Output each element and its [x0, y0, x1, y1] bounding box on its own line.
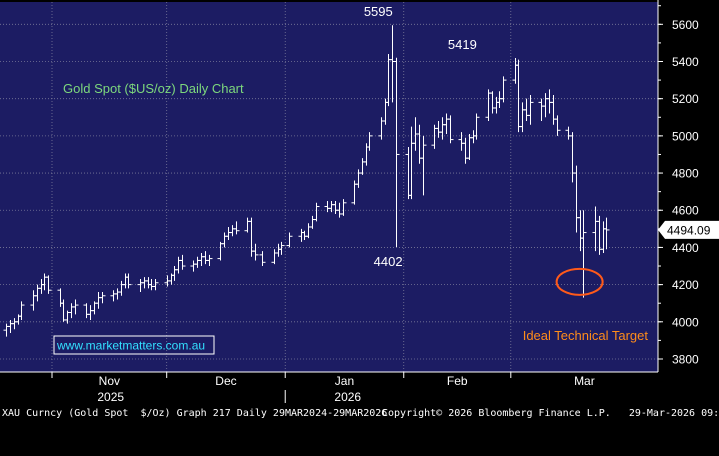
watermark-box[interactable]: www.marketmatters.com.au [53, 335, 215, 355]
ohlc-bar [286, 232, 293, 248]
ohlc-bar [45, 275, 52, 294]
price-annotation: 4402 [374, 254, 403, 269]
ohlc-bar [313, 202, 320, 222]
y-tick-label: 4000 [672, 315, 699, 329]
ohlc-series [3, 25, 610, 337]
y-tick-label: 5000 [672, 129, 699, 143]
ohlc-bar [580, 210, 587, 298]
ohlc-bar [233, 221, 240, 235]
ohlc-bar [500, 76, 507, 103]
ohlc-bar [259, 251, 266, 267]
ohlc-bar [473, 113, 480, 140]
x-tick-label: Nov [99, 374, 120, 388]
price-annotation: 5419 [448, 37, 477, 52]
ohlc-bar [152, 279, 159, 291]
footer-copyright: Copyright© 2026 Bloomberg Finance L.P. 2… [382, 408, 719, 419]
last-price-value: 4494.09 [667, 223, 711, 237]
price-annotation: 5595 [364, 4, 393, 19]
x-axis: Nov Dec Jan Feb Mar 2025 2026 [0, 371, 658, 404]
footer-bar: XAU Curncy (Gold Spot $/Oz) Graph 217 Da… [0, 405, 719, 422]
target-ellipse [555, 267, 604, 296]
ohlc-bar [252, 243, 259, 261]
y-tick-label: 5400 [672, 55, 699, 69]
ohlc-bar [366, 132, 373, 151]
y-tick-label: 4600 [672, 204, 699, 218]
plot-area [0, 2, 658, 372]
last-price-label: 4494.09 [658, 220, 719, 239]
ohlc-bar [72, 299, 79, 315]
ohlc-bar [340, 199, 347, 216]
y-tick-label: 4200 [672, 278, 699, 292]
ohlc-bar [420, 135, 427, 196]
x-year-label: 2026 [334, 390, 361, 404]
footer-security: XAU Curncy (Gold Spot $/Oz) Graph 217 Da… [2, 408, 388, 419]
x-year-label: 2025 [97, 390, 124, 404]
ohlc-bar [603, 217, 610, 250]
y-tick-label: 4800 [672, 167, 699, 181]
ohlc-bar [447, 115, 454, 144]
target-label: Ideal Technical Target [523, 328, 649, 343]
ohlc-bar [179, 254, 186, 270]
gold-spot-chart: 3800 4000 4200 4400 4600 4800 5000 5200 5400 5600… [0, 0, 719, 404]
x-tick-label: Mar [574, 374, 595, 388]
chart-title: Gold Spot ($US/oz) Daily Chart [63, 81, 244, 96]
ohlc-bar [99, 292, 106, 304]
y-tick-label: 5200 [672, 92, 699, 106]
y-axis: 3800 4000 4200 4400 4600 4800 5000 5200 5400 5600 [657, 0, 699, 372]
ohlc-bar [527, 94, 534, 125]
x-tick-label: Feb [447, 374, 468, 388]
y-tick-label: 4400 [672, 241, 699, 255]
ohlc-bar [278, 241, 285, 255]
ohlc-bar [125, 273, 132, 289]
annotations: 5595 4402 5419 Ideal Technical Target [364, 4, 649, 343]
y-tick-label: 3800 [672, 352, 699, 366]
ohlc-bar [18, 301, 25, 320]
ohlc-bar [554, 115, 561, 136]
x-tick-label: Dec [215, 374, 236, 388]
ohlc-bar [206, 254, 213, 267]
y-tick-label: 5600 [672, 18, 699, 32]
ohlc-bar [393, 57, 400, 248]
x-tick-label: Jan [335, 374, 354, 388]
watermark-link[interactable]: www.marketmatters.com.au [56, 339, 205, 353]
